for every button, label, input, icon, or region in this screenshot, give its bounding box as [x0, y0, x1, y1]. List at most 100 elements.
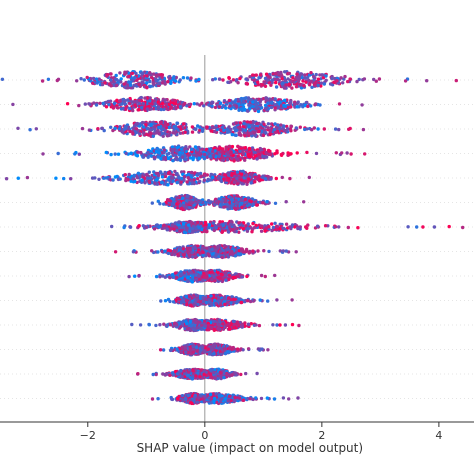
shap-point — [242, 122, 246, 126]
shap-point — [93, 176, 97, 180]
shap-point — [136, 150, 140, 154]
shap-point — [259, 178, 263, 182]
shap-point — [266, 122, 271, 126]
shap-point — [127, 172, 131, 177]
shap-point — [261, 175, 265, 180]
shap-point — [297, 77, 301, 81]
shap-point — [181, 253, 185, 257]
shap-point — [220, 125, 225, 130]
shap-point — [149, 176, 153, 180]
shap-point — [421, 225, 425, 229]
shap-point — [160, 175, 165, 179]
shap-point — [264, 106, 268, 110]
shap-point — [154, 131, 159, 135]
shap-point — [62, 176, 66, 181]
shap-point — [290, 298, 294, 302]
shap-point — [187, 229, 192, 233]
shap-point — [235, 128, 239, 132]
shap-point — [295, 72, 299, 76]
shap-point — [243, 146, 247, 150]
shap-point — [166, 80, 170, 84]
shap-point — [279, 152, 284, 157]
shap-point — [290, 86, 294, 90]
shap-point — [197, 77, 201, 82]
shap-point — [137, 224, 141, 228]
shap-point — [221, 223, 225, 228]
shap-point — [304, 80, 308, 84]
shap-point — [200, 246, 205, 251]
shap-point — [233, 133, 237, 137]
shap-point — [154, 178, 159, 182]
shap-point — [189, 195, 193, 200]
shap-point — [182, 178, 186, 182]
shap-point — [132, 173, 136, 177]
shap-point — [143, 96, 147, 100]
shap-point — [235, 176, 239, 181]
shap-point — [127, 74, 131, 79]
shap-point — [184, 157, 188, 162]
shap-point — [183, 147, 187, 151]
shap-point — [254, 126, 259, 131]
shap-point — [274, 71, 278, 76]
shap-point — [257, 174, 261, 178]
shap-point — [209, 200, 213, 204]
shap-point — [228, 195, 233, 200]
shap-point — [208, 154, 212, 158]
shap-point — [224, 199, 228, 203]
shap-point — [140, 178, 144, 182]
shap-point — [273, 97, 277, 101]
shap-point — [111, 106, 116, 110]
shap-point — [196, 274, 201, 278]
shap-point — [294, 85, 299, 89]
shap-point — [158, 120, 163, 125]
shap-point — [165, 227, 169, 231]
shap-point — [229, 150, 233, 154]
shap-point — [269, 128, 273, 133]
shap-point — [425, 79, 429, 83]
shap-point — [169, 227, 173, 231]
shap-point — [181, 122, 186, 126]
shap-point — [301, 79, 305, 83]
shap-point — [256, 80, 260, 84]
shap-point — [142, 131, 146, 135]
shap-point — [175, 275, 179, 280]
feature-row — [150, 193, 306, 212]
shap-point — [274, 130, 278, 134]
shap-point — [198, 179, 202, 183]
shap-point — [180, 155, 185, 159]
shap-point — [334, 151, 338, 155]
shap-point — [271, 225, 276, 230]
shap-point — [167, 133, 171, 138]
shap-point — [194, 254, 198, 258]
shap-point — [178, 246, 182, 250]
shap-point — [214, 253, 218, 257]
shap-point — [244, 81, 249, 86]
shap-point — [186, 223, 191, 227]
shap-point — [16, 176, 20, 180]
shap-point — [126, 98, 130, 102]
shap-point — [164, 105, 168, 109]
shap-point — [232, 159, 236, 163]
shap-point — [343, 74, 347, 79]
shap-point — [262, 249, 266, 253]
shap-point — [212, 274, 216, 279]
shap-point — [226, 130, 230, 134]
shap-point — [145, 74, 149, 78]
shap-point — [156, 82, 161, 86]
shap-point — [162, 148, 167, 152]
shap-point — [259, 73, 263, 77]
shap-point — [265, 98, 269, 102]
shap-point — [306, 78, 311, 83]
shap-point — [234, 104, 239, 109]
shap-point — [128, 225, 133, 229]
shap-point — [191, 156, 195, 160]
shap-point — [69, 177, 73, 181]
shap-point — [56, 151, 60, 156]
shap-point — [73, 152, 77, 156]
shap-point — [140, 120, 145, 125]
shap-point — [154, 77, 158, 82]
shap-point — [172, 75, 176, 79]
shap-point — [157, 125, 161, 130]
shap-point — [274, 102, 278, 107]
shap-point — [274, 176, 278, 181]
